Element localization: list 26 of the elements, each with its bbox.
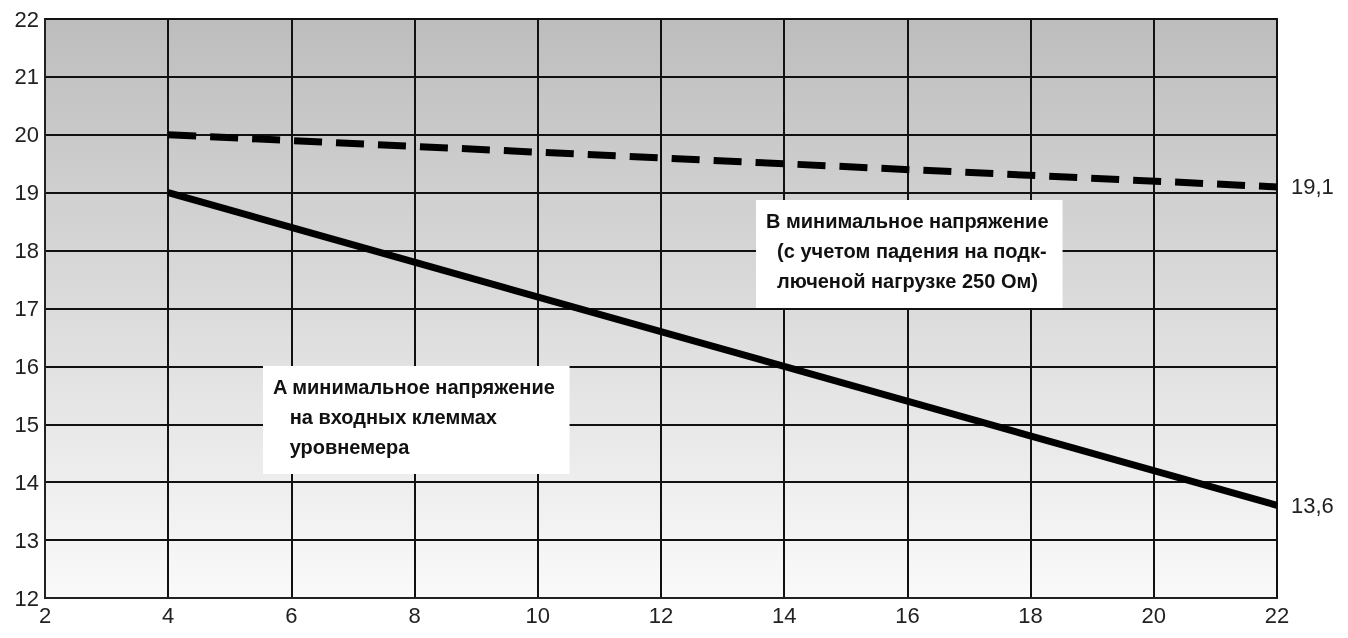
x-tick-label: 10 [525,602,551,628]
x-tick-label: 16 [895,602,920,628]
y-tick-label: 14 [14,469,39,495]
x-tick-label: 2 [38,602,52,628]
y-tick-label: 17 [14,296,39,321]
x-tick-label: 6 [285,602,298,628]
y-tick-label: 16 [14,353,39,379]
x-tick-label: 12 [648,602,674,628]
y-tick-label: 20 [14,122,39,148]
data-label: 19,1 [1291,174,1334,200]
x-tick-label: 4 [162,602,175,628]
y-tick-label: 19 [14,180,39,206]
x-tick-label: 14 [771,602,797,628]
y-tick-label: 21 [14,64,39,90]
y-tick-label: 22 [14,6,39,32]
x-tick-label: 22 [1264,602,1290,628]
data-label: 13,6 [1291,492,1334,518]
x-tick-label: 18 [1018,602,1043,628]
y-tick-label: 15 [14,411,39,437]
y-tick-label: 13 [14,527,39,553]
annotation: B минимальное напряжение (с учетом падения на подк- люченой нагрузке 250 Ом) [766,210,1049,292]
annotation: A минимальное напряжение на входных клеммах уровнемера [273,376,555,458]
x-tick-label: 20 [1141,602,1167,628]
y-tick-label: 12 [14,585,39,611]
x-tick-label: 8 [408,602,421,628]
y-tick-label: 18 [14,238,39,264]
